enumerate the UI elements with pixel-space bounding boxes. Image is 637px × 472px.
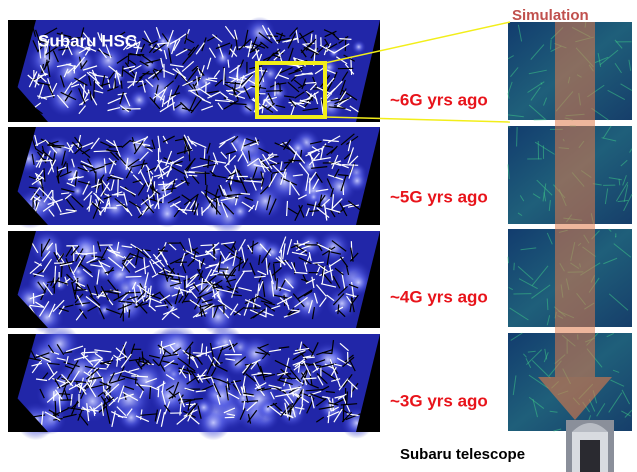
shear-stick xyxy=(129,310,130,318)
telescope-label: Subaru telescope xyxy=(400,446,525,463)
shear-stick xyxy=(163,194,164,203)
shear-stick xyxy=(94,151,111,152)
shear-stick xyxy=(204,148,205,159)
mass-blob xyxy=(230,201,250,221)
mass-blob xyxy=(257,398,278,419)
simulation-label: Simulation xyxy=(512,7,589,24)
mass-blob xyxy=(44,135,73,164)
shear-stick xyxy=(121,81,122,89)
shear-stick xyxy=(205,171,206,185)
shear-stick xyxy=(266,307,267,316)
filament xyxy=(547,299,548,311)
mass-blob xyxy=(168,275,187,294)
mass-blob xyxy=(112,146,147,181)
shear-stick xyxy=(224,68,225,85)
shear-stick xyxy=(94,80,95,98)
shear-stick xyxy=(343,404,344,421)
shear-stick xyxy=(339,39,351,40)
era-label: ~5G yrs ago xyxy=(390,187,488,206)
shear-stick xyxy=(61,264,62,277)
survey-panel: ~4G yrs ago xyxy=(8,230,488,335)
shear-stick xyxy=(74,290,86,291)
figure: ~6G yrs ago ~5G yrs ago ~4G yrs ago ~3G yrs… xyxy=(0,0,637,472)
shear-stick xyxy=(229,154,230,165)
shear-stick xyxy=(351,384,352,398)
filament xyxy=(508,257,509,263)
survey-panels: ~6G yrs ago ~5G yrs ago ~4G yrs ago ~3G yrs… xyxy=(8,17,488,441)
shear-stick xyxy=(241,193,250,194)
shear-stick xyxy=(305,83,316,84)
shear-stick xyxy=(127,81,143,82)
shear-stick xyxy=(194,399,203,400)
survey-panel: ~3G yrs ago xyxy=(8,324,488,440)
shear-stick xyxy=(158,251,167,252)
shear-stick xyxy=(199,260,200,269)
era-label: ~6G yrs ago xyxy=(390,90,488,109)
survey-panel: ~5G yrs ago xyxy=(8,127,488,234)
light-path-arrow xyxy=(555,22,595,377)
survey-label: Subaru HSC xyxy=(38,31,137,50)
shear-stick xyxy=(36,161,53,162)
mass-blob xyxy=(47,80,84,117)
shear-stick xyxy=(124,303,125,313)
shear-stick xyxy=(158,387,159,397)
filament xyxy=(517,127,518,146)
telescope-image xyxy=(566,420,614,472)
shear-stick xyxy=(195,173,210,174)
era-label: ~3G yrs ago xyxy=(390,391,488,410)
shear-stick xyxy=(67,163,68,173)
mass-blob xyxy=(352,40,366,54)
shear-stick xyxy=(126,276,142,277)
page: {"figure": {"survey_label": "Subaru HSC"… xyxy=(0,0,637,472)
mass-blob xyxy=(70,50,96,76)
shear-stick xyxy=(59,394,70,395)
era-label: ~4G yrs ago xyxy=(390,287,488,306)
filament xyxy=(551,40,552,50)
shear-stick xyxy=(118,179,119,197)
shear-stick xyxy=(342,165,358,166)
shear-stick xyxy=(277,278,278,289)
mass-blob xyxy=(156,324,198,366)
